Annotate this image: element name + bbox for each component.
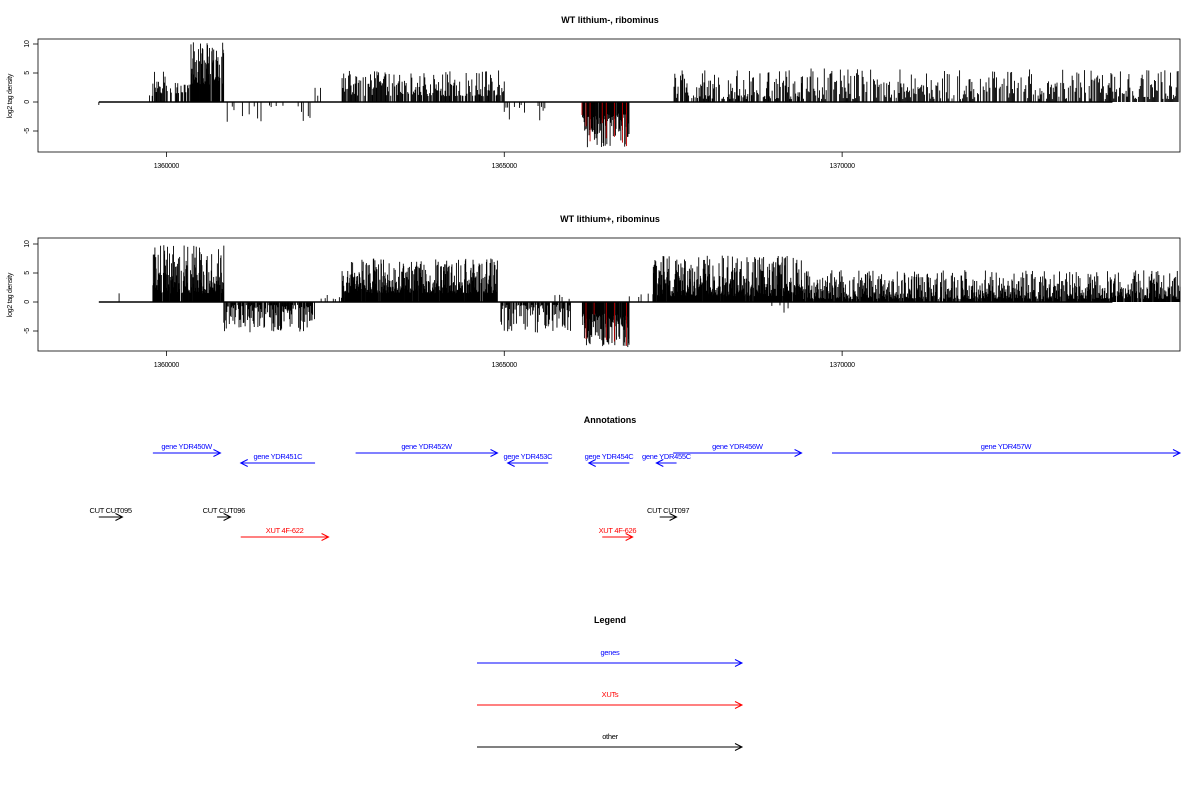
legend-label: other [602,732,618,741]
annotation-gene: gene YDR457W [831,442,1182,457]
annotation-gene: gene YDR453C [504,452,554,467]
legend-item-gene: genes [477,648,744,667]
y-tick-label: -5 [24,328,31,334]
annotation-label: gene YDR456W [712,442,764,451]
annotation-arrow-head [1172,449,1182,457]
y-tick-label: 0 [24,300,31,304]
annotation-label: gene YDR457W [981,442,1033,451]
annotation-gene: gene YDR451C [239,452,316,467]
y-tick-label: 10 [24,40,31,48]
annotation-xut: XUT 4F-622 [240,526,330,541]
annotations-title: Annotations [584,415,637,425]
annotation-label: XUT 4F-626 [599,526,637,535]
x-tick-label: 1370000 [830,163,856,170]
annotation-arrow-head [223,513,232,521]
plot-frame [37,38,1181,153]
x-tick-label: 1365000 [492,362,518,369]
legend-arrow-head [734,701,744,709]
x-tick-label: 1370000 [830,362,856,369]
annotation-label: gene YDR452W [401,442,453,451]
legend-item-xut: XUTs [477,690,744,709]
y-tick-label: 5 [24,71,31,75]
panel-title: WT lithium-, ribominus [561,15,659,25]
y-tick-label: 0 [24,100,31,104]
annotation-gene: gene YDR452W [355,442,499,457]
annotation-arrow-head [669,513,678,521]
coverage-panel-lithium-plus: WT lithium+, ribominus log2 tag density … [7,214,1181,369]
annotation-label: gene YDR450W [161,442,213,451]
annotation-arrow-head [490,449,499,457]
annotation-label: XUT 4F-622 [266,526,304,535]
annotation-other: CUT CUT095 [89,506,132,521]
annotation-label: gene YDR451C [253,452,303,461]
annotation-arrow-head [655,459,664,467]
legend-label: genes [601,648,620,657]
legend: Legend genes XUTs other [477,615,744,751]
annotation-arrow-head [321,533,330,541]
annotation-arrow-head [213,449,222,457]
annotation-arrow-head [115,513,124,521]
annotation-other: CUT CUT096 [203,506,245,521]
annotation-label: CUT CUT097 [647,506,689,515]
annotation-gene: gene YDR454C [585,452,635,467]
y-axis-label: log2 tag density [7,272,14,317]
annotation-label: gene YDR455C [642,452,692,461]
coverage-panel-lithium-minus: WT lithium-, ribominus log2 tag density … [7,15,1181,170]
annotation-arrow-head [506,459,515,467]
legend-arrow-head [734,743,744,751]
annotation-arrow-head [239,459,248,467]
annotation-label: CUT CUT096 [203,506,245,515]
legend-arrow-head [734,659,744,667]
annotation-arrow-head [587,459,596,467]
x-tick-label: 1360000 [154,362,180,369]
annotation-other: CUT CUT097 [647,506,690,521]
y-axis-label: log2 tag density [7,73,14,118]
legend-item-other: other [477,732,744,751]
annotation-label: gene YDR453C [504,452,554,461]
y-tick-label: 5 [24,271,31,275]
annotation-arrow-head [794,449,803,457]
panel-title: WT lithium+, ribominus [560,214,660,224]
annotation-label: CUT CUT095 [89,506,131,515]
annotation-gene: gene YDR455C [642,452,692,467]
annotation-arrow-head [625,533,634,541]
annotation-xut: XUT 4F-626 [599,526,637,541]
y-tick-label: 10 [24,240,31,248]
annotation-gene: gene YDR450W [152,442,222,457]
annotation-label: gene YDR454C [585,452,635,461]
annotations-track: Annotations gene YDR450W gene YDR451C gene… [89,415,1182,541]
x-tick-label: 1360000 [154,163,180,170]
y-tick-label: -5 [24,128,31,134]
x-tick-label: 1365000 [492,163,518,170]
legend-title: Legend [594,615,626,625]
annotation-gene: gene YDR456W [673,442,803,457]
legend-label: XUTs [602,690,619,699]
